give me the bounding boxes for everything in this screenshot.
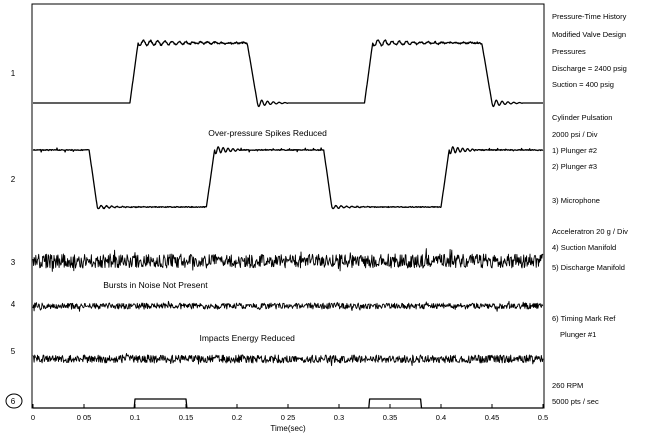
legend-entry: 2000 psi / Div: [552, 130, 598, 139]
legend-entry: Suction = 400 psig: [552, 80, 614, 89]
legend-entry: 260 RPM: [552, 381, 584, 390]
x-tick-label: 0.4: [436, 413, 446, 422]
x-tick-label: 0 25: [281, 413, 296, 422]
legend-entry: Plunger #1: [560, 330, 597, 339]
plot-frame: [31, 3, 545, 409]
channel-6-circle: [5, 393, 23, 409]
legend-entry: 1) Plunger #2: [552, 146, 598, 155]
trace-channel-2: [32, 146, 544, 210]
channel-labels: 1 2 3 4 5 6: [5, 69, 23, 409]
annotation-2: Bursts in Noise Not Present: [103, 280, 208, 290]
legend-entry: 3) Microphone: [552, 196, 600, 205]
annotations: Over-pressure Spikes Reduced Bursts in No…: [103, 128, 327, 343]
legend-entry: Pressure-Time History: [552, 12, 627, 21]
x-tick-label: 0.35: [383, 413, 398, 422]
channel-label-3: 3: [11, 258, 16, 267]
channel-label-4: 4: [11, 300, 16, 309]
x-tick-label: 0.5: [538, 413, 548, 422]
legend-entry: 2) Plunger #3: [552, 162, 598, 171]
x-axis-label: Time(sec): [270, 424, 306, 433]
legend-entry: 4) Suction Manifold: [552, 243, 617, 252]
legend-entry: 5) Discharge Manifold: [552, 263, 625, 272]
annotation-3: Impacts Energy Reduced: [199, 333, 295, 343]
legend: Pressure-Time History Modified Valve Desi…: [552, 0, 644, 435]
legend-entry: Modified Valve Design: [552, 30, 627, 39]
legend-entry: Acceleratron 20 g / Div: [552, 227, 628, 236]
x-tick-label: 0.15: [179, 413, 194, 422]
legend-entry: Discharge = 2400 psig: [552, 64, 627, 73]
trace-channel-5: [32, 352, 544, 367]
channel-label-6: 6: [11, 397, 16, 406]
x-tick-label: 0.45: [485, 413, 500, 422]
x-tick-label: 0.3: [334, 413, 344, 422]
channel-label-1: 1: [11, 69, 16, 78]
annotation-1: Over-pressure Spikes Reduced: [208, 128, 327, 138]
trace-channel-4: [32, 300, 544, 312]
x-tick-label: 0: [31, 413, 35, 422]
legend-entry: 5000 pts / sec: [552, 397, 599, 406]
trace-channel-3: [32, 248, 544, 272]
legend-entry: 6) Timing Mark Ref: [552, 314, 616, 323]
legend-entry: Pressures: [552, 47, 586, 56]
x-tick-label: 0.1: [130, 413, 140, 422]
x-axis: 0 0 05 0.1 0.15 0.2 0 25 0.3 0.35 0.4 0.45 0.5: [31, 404, 548, 422]
x-tick-label: 0 05: [77, 413, 92, 422]
x-tick-label: 0.2: [232, 413, 242, 422]
channel-label-5: 5: [11, 347, 16, 356]
legend-entry: Cylinder Pulsation: [552, 113, 613, 122]
trace-channel-1: [32, 39, 544, 108]
channel-label-2: 2: [11, 175, 16, 184]
